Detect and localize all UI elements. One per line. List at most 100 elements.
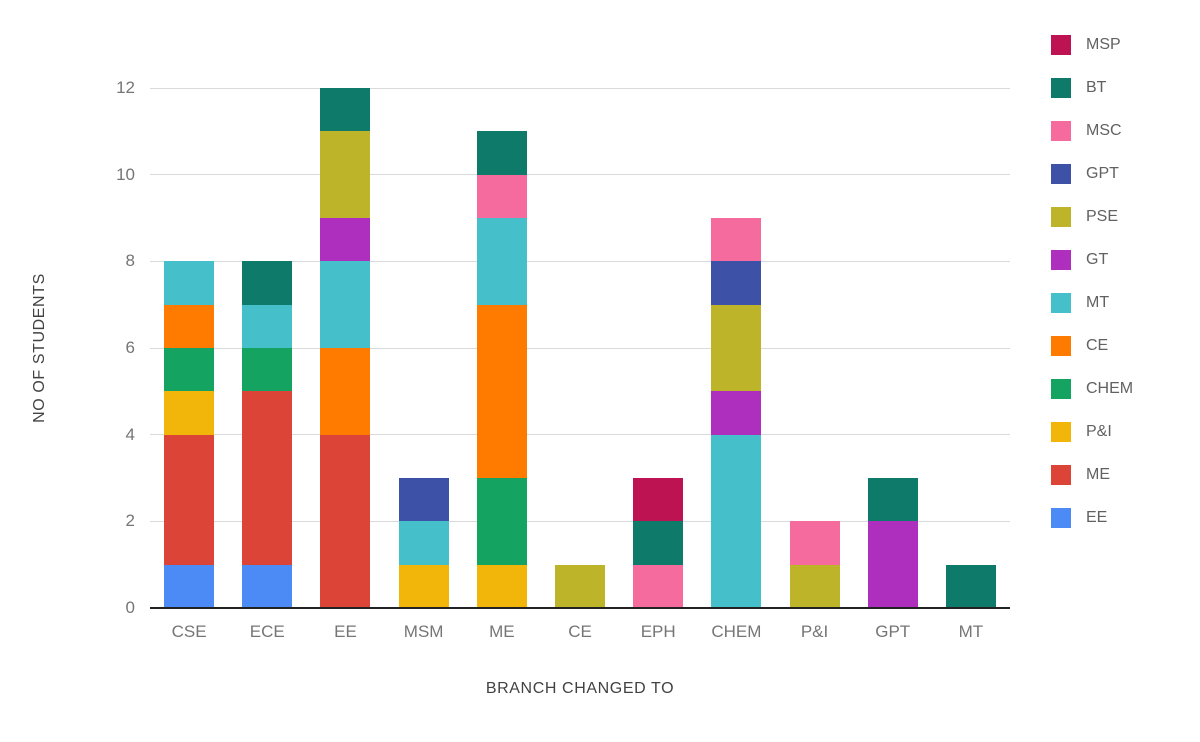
bar-CSE[interactable] (164, 261, 215, 608)
legend-item-MSC[interactable]: MSC (1051, 121, 1133, 141)
bar-segment-EE-CE[interactable] (320, 348, 371, 435)
x-tick-label-MT: MT (958, 622, 984, 641)
y-tick-label-8: 8 (125, 251, 135, 271)
x-tick-label-EPH: EPH (640, 622, 676, 641)
legend-item-CE[interactable]: CE (1051, 336, 1133, 356)
bar-segment-GPT-GT[interactable] (867, 521, 918, 608)
bar-segment-ECE-BT[interactable] (242, 261, 293, 305)
legend-label-P&I: P&I (1086, 423, 1112, 440)
bar-segment-EPH-BT[interactable] (633, 521, 684, 565)
bar-segment-MT-BT[interactable] (945, 564, 996, 608)
bar-segment-ECE-EE[interactable] (242, 564, 293, 608)
bar-segment-CHEM-GT[interactable] (711, 391, 762, 435)
bar-CHEM[interactable] (711, 218, 762, 608)
bar-segment-ECE-CHEM[interactable] (242, 348, 293, 392)
legend-swatch-GPT (1051, 164, 1071, 184)
bar-segment-ME-CE[interactable] (476, 304, 527, 479)
bar-segment-CHEM-GPT[interactable] (711, 261, 762, 305)
bar-segment-CSE-P&I[interactable] (164, 391, 215, 435)
legend-item-GT[interactable]: GT (1051, 250, 1133, 270)
legend-item-MSP[interactable]: MSP (1051, 35, 1133, 55)
bar-segment-MSM-MT[interactable] (398, 521, 449, 565)
gridline-12 (150, 87, 1010, 89)
bar-segment-ME-BT[interactable] (476, 131, 527, 175)
bar-segment-CSE-ME[interactable] (164, 434, 215, 565)
legend-swatch-EE (1051, 508, 1071, 528)
bar-segment-EE-BT[interactable] (320, 88, 371, 132)
bar-segment-EE-MT[interactable] (320, 261, 371, 349)
legend: MSP BT MSC GPT PSE GT MT CE CHEM P&I ME EE (1051, 35, 1133, 551)
bar-segment-MSM-GPT[interactable] (398, 478, 449, 522)
legend-swatch-P&I (1051, 422, 1071, 442)
legend-item-PSE[interactable]: PSE (1051, 207, 1133, 227)
bar-segment-CSE-CE[interactable] (164, 304, 215, 349)
bar-segment-CHEM-MT[interactable] (711, 434, 762, 608)
bar-segment-EE-ME[interactable] (320, 434, 371, 608)
bar-segment-ECE-ME[interactable] (242, 391, 293, 565)
y-tick-label-2: 2 (125, 511, 135, 531)
legend-swatch-MT (1051, 293, 1071, 313)
y-tick-label-10: 10 (116, 164, 135, 184)
bar-segment-CSE-EE[interactable] (164, 564, 215, 608)
x-tick-label-CHEM: CHEM (711, 622, 762, 641)
legend-label-EE: EE (1086, 509, 1108, 526)
legend-swatch-CE (1051, 336, 1071, 356)
bar-EE[interactable] (320, 88, 371, 608)
bar-ME[interactable] (476, 131, 527, 608)
y-tick-label-0: 0 (125, 598, 135, 617)
legend-item-ME[interactable]: ME (1051, 465, 1133, 485)
legend-label-CHEM: CHEM (1086, 380, 1134, 397)
bar-segment-EPH-MSC[interactable] (633, 564, 684, 608)
gridline-4 (150, 434, 1010, 436)
x-tick-label-GPT: GPT (875, 622, 911, 641)
bar-CE[interactable] (555, 564, 605, 608)
bar-segment-CHEM-MSC[interactable] (711, 218, 762, 262)
bar-EPH[interactable] (633, 478, 684, 608)
bar-segment-ME-P&I[interactable] (476, 564, 527, 608)
bar-segment-MSM-P&I[interactable] (398, 564, 449, 608)
y-tick-label-4: 4 (125, 424, 135, 444)
gridline-8 (150, 260, 1010, 262)
legend-label-GT: GT (1086, 251, 1109, 268)
bar-segment-EPH-MSP[interactable] (633, 478, 684, 522)
bar-segment-GPT-BT[interactable] (867, 478, 918, 522)
bar-segment-EE-GT[interactable] (320, 218, 371, 262)
bar-segment-CHEM-PSE[interactable] (711, 304, 762, 392)
bar-segment-P&I-MSC[interactable] (789, 521, 840, 565)
bar-segment-ME-MT[interactable] (476, 218, 527, 305)
x-axis-title: BRANCH CHANGED TO (485, 680, 675, 697)
legend-label-MSP: MSP (1086, 36, 1121, 53)
bar-segment-P&I-PSE[interactable] (789, 564, 840, 608)
bar-segment-EE-PSE[interactable] (320, 131, 371, 219)
x-tick-label-CSE: CSE (171, 622, 207, 641)
legend-swatch-ME (1051, 465, 1071, 485)
bar-segment-ME-MSC[interactable] (476, 174, 527, 219)
bar-segment-CE-PSE[interactable] (555, 564, 605, 608)
legend-item-MT[interactable]: MT (1051, 293, 1133, 313)
bar-segment-ME-CHEM[interactable] (476, 478, 527, 565)
legend-swatch-GT (1051, 250, 1071, 270)
legend-swatch-MSC (1051, 121, 1071, 141)
bar-MT[interactable] (945, 564, 996, 608)
bar-P&I[interactable] (789, 521, 840, 608)
bar-GPT[interactable] (867, 478, 918, 608)
bar-segment-ECE-MT[interactable] (242, 304, 293, 349)
x-tick-label-EE: EE (334, 622, 357, 641)
legend-item-CHEM[interactable]: CHEM (1051, 379, 1133, 399)
bar-segment-CSE-MT[interactable] (164, 261, 215, 305)
legend-label-MT: MT (1086, 294, 1110, 311)
bar-segment-CSE-CHEM[interactable] (164, 348, 215, 392)
plot-area (150, 87, 1010, 609)
legend-item-EE[interactable]: EE (1051, 508, 1133, 528)
bar-ECE[interactable] (242, 261, 293, 608)
legend-item-BT[interactable]: BT (1051, 78, 1133, 98)
legend-label-MSC: MSC (1086, 122, 1122, 139)
legend-item-GPT[interactable]: GPT (1051, 164, 1133, 184)
y-tick-label-12: 12 (116, 78, 135, 97)
x-tick-label-ECE: ECE (249, 622, 285, 641)
y-tick-label-6: 6 (125, 338, 135, 357)
bar-MSM[interactable] (398, 478, 449, 608)
legend-item-P&I[interactable]: P&I (1051, 422, 1133, 442)
y-axis-title: NO OF STUDENTS (31, 273, 48, 423)
